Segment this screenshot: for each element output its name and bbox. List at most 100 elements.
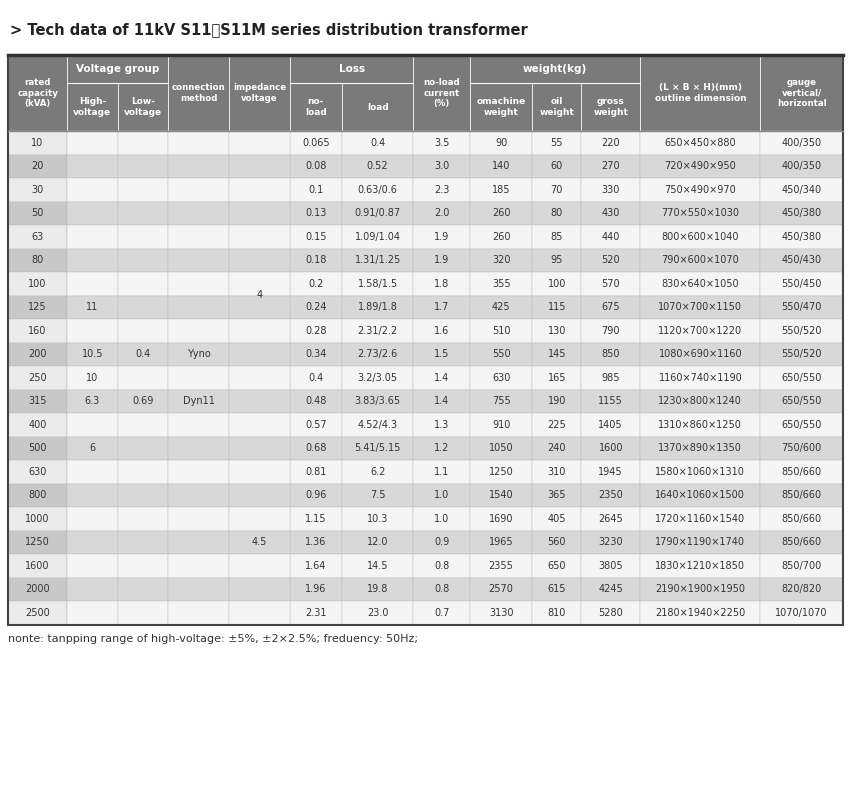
Bar: [470, 225, 532, 249]
Text: 7.5: 7.5: [370, 490, 385, 500]
Bar: [470, 483, 532, 507]
Bar: [640, 249, 761, 272]
Bar: [342, 483, 413, 507]
Bar: [8, 178, 67, 202]
Text: 330: 330: [602, 185, 620, 194]
Bar: [413, 272, 470, 295]
Text: 1000: 1000: [26, 514, 50, 524]
Text: 70: 70: [551, 185, 563, 194]
Text: 5280: 5280: [598, 608, 623, 618]
Bar: [168, 272, 229, 295]
Bar: [761, 272, 843, 295]
Bar: [67, 295, 117, 319]
Bar: [761, 507, 843, 530]
Bar: [470, 507, 532, 530]
Text: 750×490×970: 750×490×970: [665, 185, 736, 194]
Bar: [290, 55, 413, 83]
Bar: [67, 154, 117, 178]
Bar: [168, 601, 229, 625]
Bar: [581, 225, 640, 249]
Text: 550/520: 550/520: [781, 326, 822, 336]
Bar: [640, 319, 761, 342]
Bar: [290, 295, 342, 319]
Text: 1540: 1540: [489, 490, 513, 500]
Bar: [8, 55, 67, 131]
Bar: [117, 483, 168, 507]
Text: 2355: 2355: [489, 561, 513, 570]
Bar: [8, 272, 67, 295]
Bar: [8, 460, 67, 483]
Bar: [168, 437, 229, 460]
Text: 820/820: 820/820: [781, 584, 822, 594]
Bar: [413, 249, 470, 272]
Bar: [168, 530, 229, 554]
Bar: [67, 601, 117, 625]
Bar: [581, 530, 640, 554]
Text: 1790×1190×1740: 1790×1190×1740: [655, 538, 745, 547]
Text: 560: 560: [547, 538, 566, 547]
Bar: [67, 554, 117, 578]
Bar: [117, 390, 168, 413]
Bar: [168, 295, 229, 319]
Text: 1.89/1.8: 1.89/1.8: [358, 302, 398, 312]
Bar: [761, 366, 843, 390]
Text: Yyno: Yyno: [187, 350, 210, 359]
Bar: [168, 131, 229, 154]
Text: 650×450×880: 650×450×880: [665, 138, 736, 148]
Text: 6: 6: [89, 443, 95, 454]
Bar: [168, 154, 229, 178]
Text: 63: 63: [31, 232, 43, 242]
Text: 0.065: 0.065: [302, 138, 330, 148]
Bar: [470, 319, 532, 342]
Bar: [229, 131, 290, 154]
Text: 800×600×1040: 800×600×1040: [661, 232, 740, 242]
Bar: [470, 390, 532, 413]
Bar: [168, 55, 229, 131]
Text: 240: 240: [547, 443, 566, 454]
Bar: [67, 295, 117, 319]
Text: 100: 100: [28, 278, 47, 289]
Bar: [67, 272, 117, 295]
Bar: [581, 83, 640, 131]
Text: 6.3: 6.3: [85, 396, 100, 406]
Bar: [290, 507, 342, 530]
Bar: [229, 342, 290, 366]
Bar: [229, 413, 290, 437]
Bar: [67, 225, 117, 249]
Text: 550/470: 550/470: [781, 302, 822, 312]
Bar: [168, 154, 229, 178]
Bar: [168, 342, 229, 366]
Bar: [67, 390, 117, 413]
Bar: [67, 578, 117, 601]
Bar: [8, 225, 67, 249]
Text: 12.0: 12.0: [367, 538, 388, 547]
Text: 2190×1900×1950: 2190×1900×1950: [655, 584, 745, 594]
Text: 2.31: 2.31: [305, 608, 326, 618]
Bar: [342, 178, 413, 202]
Text: Low-
voltage: Low- voltage: [124, 98, 162, 117]
Text: 405: 405: [547, 514, 566, 524]
Bar: [168, 413, 229, 437]
Bar: [581, 460, 640, 483]
Text: 160: 160: [28, 326, 47, 336]
Bar: [290, 578, 342, 601]
Text: 550/520: 550/520: [781, 350, 822, 359]
Text: 90: 90: [495, 138, 507, 148]
Text: 850/660: 850/660: [782, 538, 822, 547]
Bar: [117, 319, 168, 342]
Text: 2000: 2000: [26, 584, 50, 594]
Bar: [67, 272, 117, 295]
Bar: [470, 202, 532, 225]
Bar: [413, 55, 470, 131]
Bar: [67, 178, 117, 202]
Bar: [761, 530, 843, 554]
Text: 200: 200: [28, 350, 47, 359]
Bar: [8, 154, 67, 178]
Bar: [229, 437, 290, 460]
Bar: [8, 319, 67, 342]
Text: 0.4: 0.4: [370, 138, 385, 148]
Bar: [229, 507, 290, 530]
Bar: [67, 366, 117, 390]
Bar: [117, 202, 168, 225]
Bar: [117, 249, 168, 272]
